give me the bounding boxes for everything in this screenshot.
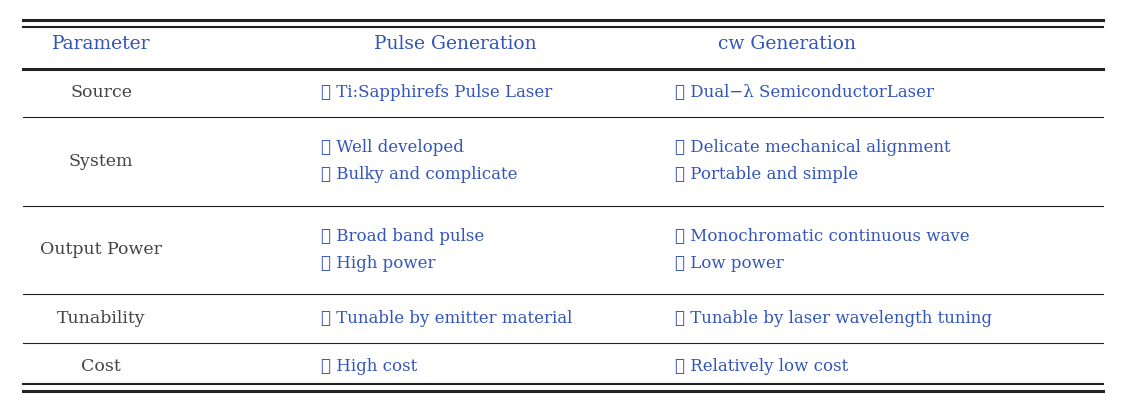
Text: ✓ Tunable by emitter material: ✓ Tunable by emitter material: [321, 310, 572, 327]
Text: cw Generation: cw Generation: [719, 35, 856, 53]
Text: ✓ Relatively low cost: ✓ Relatively low cost: [675, 358, 848, 375]
Text: ✓ Bulky and complicate: ✓ Bulky and complicate: [321, 166, 518, 183]
Text: Pulse Generation: Pulse Generation: [375, 35, 537, 53]
Text: System: System: [69, 153, 134, 170]
Text: ✓ Delicate mechanical alignment: ✓ Delicate mechanical alignment: [675, 139, 951, 156]
Text: ✓ Ti:Sapphirefs Pulse Laser: ✓ Ti:Sapphirefs Pulse Laser: [321, 84, 552, 101]
Text: ✓ Low power: ✓ Low power: [675, 255, 784, 272]
Text: ✓ Well developed: ✓ Well developed: [321, 139, 464, 156]
Text: ✓ Portable and simple: ✓ Portable and simple: [675, 166, 858, 183]
Text: Output Power: Output Power: [40, 241, 162, 258]
Text: ✓ Dual−λ SemiconductorLaser: ✓ Dual−λ SemiconductorLaser: [675, 84, 934, 101]
Text: Parameter: Parameter: [52, 35, 151, 53]
Text: ✓ High cost: ✓ High cost: [321, 358, 417, 375]
Text: ✓ High power: ✓ High power: [321, 255, 435, 272]
Text: Source: Source: [70, 84, 133, 101]
Text: ✓ Monochromatic continuous wave: ✓ Monochromatic continuous wave: [675, 228, 970, 245]
Text: Cost: Cost: [81, 358, 122, 375]
Text: ✓ Tunable by laser wavelength tuning: ✓ Tunable by laser wavelength tuning: [675, 310, 992, 327]
Text: ✓ Broad band pulse: ✓ Broad band pulse: [321, 228, 484, 245]
Text: Tunability: Tunability: [57, 310, 145, 327]
